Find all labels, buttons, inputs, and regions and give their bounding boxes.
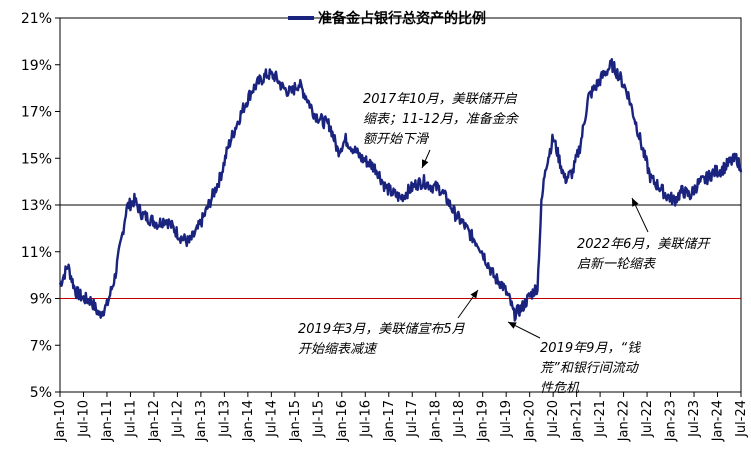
y-tick-label: 19% [21,58,52,74]
x-tick-label: Jul-15 [311,400,326,438]
y-tick-label: 15% [21,151,52,167]
x-tick-label: Jan-16 [335,400,350,442]
x-tick-label: Jan-12 [147,400,162,442]
annotation-line: 荒”和银行间流动 [540,361,640,376]
x-tick-label: Jul-19 [499,400,514,438]
y-tick-label: 17% [21,105,52,121]
annotation-text: 2019年3月，美联储宣布5月开始缩表减速 [298,322,466,357]
annotations-layer: 2017年10月，美联储开启缩表；11-12月，准备金余额开始下滑 2019年3月… [298,92,711,396]
legend-label: 准备金占银行总资产的比例 [318,10,486,27]
x-tick-label: Jan-13 [194,400,209,442]
annotation-line: 2022年6月，美联储开 [577,237,711,252]
x-tick-label: Jan-11 [100,400,115,442]
x-tick-label: Jul-24 [734,400,749,438]
reference-lines [60,204,741,299]
annotation-line: 性危机 [540,381,580,396]
annotation-text: 2017年10月，美联储开启缩表；11-12月，准备金余额开始下滑 [363,92,520,147]
x-tick-label: Jan-24 [711,400,726,442]
x-tick-label: Jan-22 [617,400,632,442]
x-tick-label: Jan-18 [429,400,444,442]
x-tick-label: Jan-23 [664,400,679,442]
x-tick-label: Jul-22 [640,400,655,438]
y-tick-label: 13% [21,198,52,214]
annotation-line: 启新一轮缩表 [577,257,657,272]
x-tick-label: Jul-12 [170,400,185,438]
y-tick-label: 7% [30,338,52,354]
y-tick-label: 21% [21,11,52,27]
annotation-line: 2017年10月，美联储开启 [363,92,518,107]
x-tick-label: Jan-10 [53,400,68,442]
series-line [58,58,743,322]
x-tick-label: Jul-23 [687,400,702,438]
x-tick-label: Jan-17 [382,400,397,442]
annotation-line: 2019年9月，“钱 [540,341,641,356]
annotation-arrowhead [422,159,429,168]
annotation-text: 2022年6月，美联储开启新一轮缩表 [577,237,711,272]
x-tick-label: Jul-20 [546,400,561,438]
annotation-arrowhead [508,322,517,329]
x-tick-label: Jan-20 [523,400,538,442]
x-tick-label: Jul-17 [405,400,420,438]
x-tick-label: Jul-14 [264,400,279,438]
chart-axes: 5% 7% 9% 11% 13% 15% 17% 19% 21% Jan-10 Jul-10 Jan-… [21,11,749,442]
x-tick-label: Jul-21 [593,400,608,438]
x-tick-label: Jan-15 [288,400,303,442]
legend: 准备金占银行总资产的比例 [288,10,486,27]
x-tick-label: Jul-11 [123,400,138,438]
y-tick-label: 5% [30,385,52,401]
x-tick-label: Jan-21 [570,400,585,442]
annotation-line: 2019年3月，美联储宣布5月 [298,322,466,337]
x-tick-label: Jan-19 [476,400,491,442]
annotation-line: 额开始下滑 [363,132,430,147]
y-tick-label: 11% [21,245,52,261]
x-tick-label: Jan-14 [241,400,256,442]
annotation-line: 缩表；11-12月，准备金余 [363,111,520,127]
annotation-text: 2019年9月，“钱荒”和银行间流动性危机 [540,341,641,396]
y-tick-label: 9% [30,292,52,308]
annotation-arrowhead [470,290,478,299]
x-tick-label: Jul-16 [358,400,373,438]
x-tick-label: Jul-13 [217,400,232,438]
series-layer [58,58,743,322]
x-tick-label: Jul-10 [76,400,91,438]
annotation-line: 开始缩表减速 [298,342,378,357]
x-tick-label: Jul-18 [452,400,467,438]
annotation-arrowhead [632,198,639,207]
